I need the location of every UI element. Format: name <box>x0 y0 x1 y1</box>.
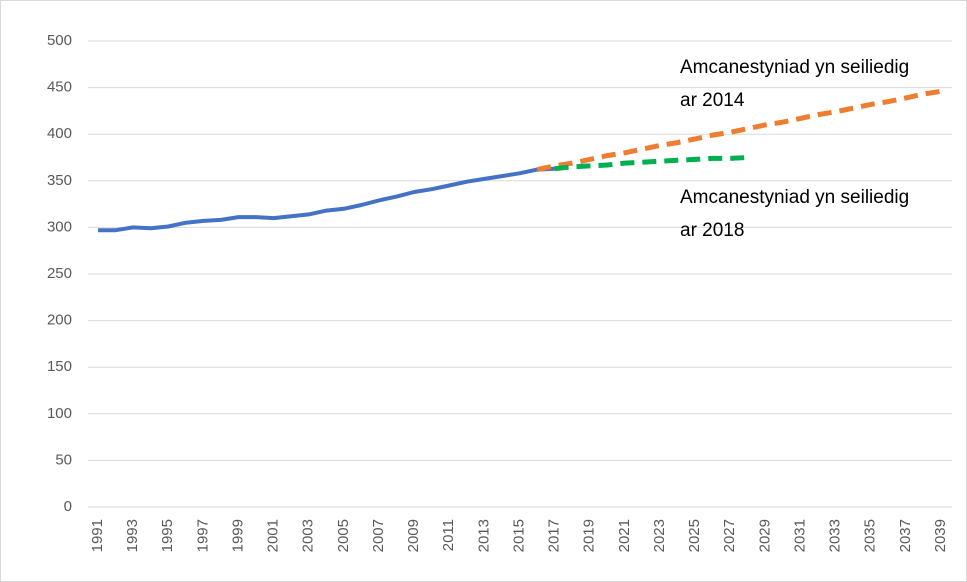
y-tick-label: 300 <box>47 218 72 235</box>
y-tick-label: 50 <box>55 451 72 468</box>
annotation: ar 2018 <box>680 220 744 241</box>
y-tick-label: 400 <box>47 125 72 142</box>
y-tick-label: 100 <box>47 405 72 422</box>
x-tick-label: 2029 <box>756 519 773 552</box>
x-tick-label: 2035 <box>862 519 879 552</box>
series-line <box>554 155 748 172</box>
x-tick-label: 1995 <box>159 519 176 552</box>
x-tick-label: 2009 <box>405 519 422 552</box>
x-tick-label: 2023 <box>651 519 668 552</box>
x-tick-label: 2015 <box>510 519 527 552</box>
y-tick-label: 350 <box>47 172 72 189</box>
x-tick-label: 2017 <box>546 519 563 552</box>
x-tick-label: 2039 <box>932 519 949 552</box>
x-tick-label: 2021 <box>616 519 633 552</box>
x-tick-label: 1999 <box>229 519 246 552</box>
annotation: ar 2014 <box>680 90 745 111</box>
y-tick-label: 200 <box>47 312 72 329</box>
x-tick-label: 2037 <box>897 519 914 552</box>
x-tick-label: 2003 <box>300 519 317 552</box>
y-tick-label: 450 <box>47 79 72 96</box>
x-tick-label: 2031 <box>791 519 808 552</box>
y-tick-label: 150 <box>47 358 72 375</box>
series-line <box>536 88 942 173</box>
annotation: Amcanestyniad yn seiliedig <box>680 187 909 208</box>
x-tick-label: 1997 <box>194 519 211 552</box>
x-tick-label: 1993 <box>124 519 141 552</box>
x-tick-label: 2025 <box>686 519 703 552</box>
x-tick-label: 2013 <box>475 519 492 552</box>
x-tick-label: 2005 <box>335 519 352 552</box>
x-tick-label: 1991 <box>89 519 106 552</box>
x-tick-label: 2011 <box>440 519 457 551</box>
annotation: Amcanestyniad yn seiliedig <box>680 57 909 78</box>
y-tick-label: 0 <box>64 498 72 515</box>
x-tick-label: 2027 <box>721 519 738 552</box>
y-tick-label: 250 <box>47 265 72 282</box>
x-tick-label: 2033 <box>827 519 844 552</box>
y-tick-label: 500 <box>47 32 72 49</box>
series-line <box>98 166 555 233</box>
x-tick-label: 2007 <box>370 519 387 552</box>
x-tick-label: 2001 <box>265 519 282 552</box>
x-tick-label: 2019 <box>581 519 598 552</box>
